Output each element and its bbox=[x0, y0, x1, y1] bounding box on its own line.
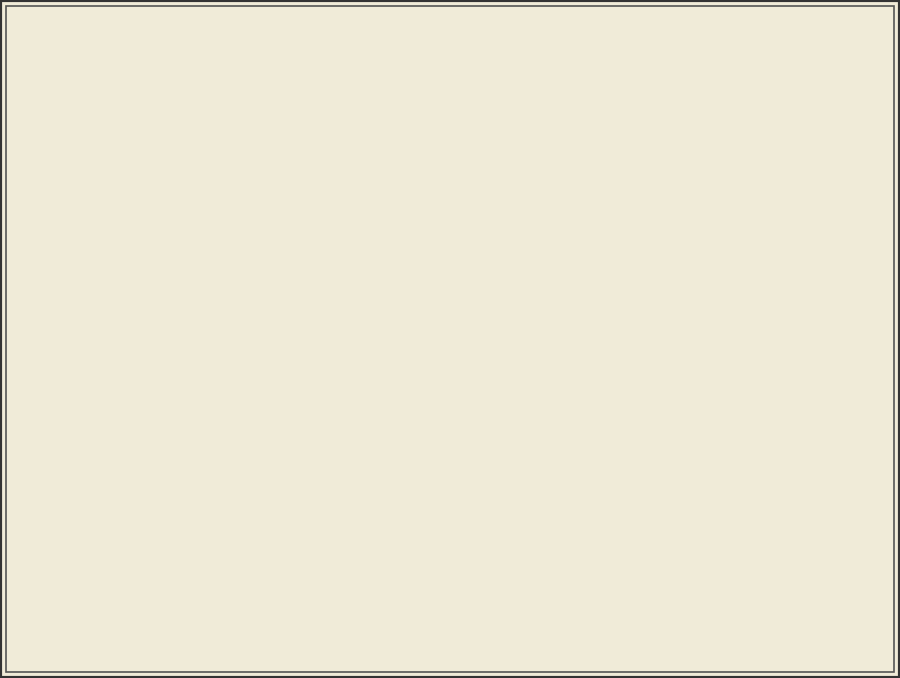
FancyBboxPatch shape bbox=[530, 273, 570, 303]
Text: Foreign population when 8% or more of inhabitants: Foreign population when 8% or more of in… bbox=[33, 169, 252, 177]
Text: NEW MEXICO: NEW MEXICO bbox=[217, 184, 273, 192]
FancyBboxPatch shape bbox=[12, 493, 32, 513]
Polygon shape bbox=[768, 178, 888, 664]
Text: V I R G I N I A: V I R G I N I A bbox=[695, 269, 745, 277]
Text: Parti-colored lines indicate 5% or more of each nationality represented: Parti-colored lines indicate 5% or more … bbox=[16, 51, 269, 59]
Text: T E N N E S S E E: T E N N E S S E E bbox=[588, 234, 652, 242]
Text: Nashville: Nashville bbox=[605, 234, 634, 239]
Text: L. ERIE: L. ERIE bbox=[686, 403, 710, 409]
FancyBboxPatch shape bbox=[620, 388, 650, 418]
Text: New York: New York bbox=[790, 379, 821, 384]
FancyBboxPatch shape bbox=[415, 303, 445, 333]
Polygon shape bbox=[760, 420, 872, 460]
Text: All other nationalities in cities: All other nationalities in cities bbox=[73, 41, 222, 49]
Text: 82°: 82° bbox=[750, 664, 762, 673]
FancyBboxPatch shape bbox=[750, 338, 780, 373]
Polygon shape bbox=[430, 22, 888, 213]
Text: 20°: 20° bbox=[0, 115, 7, 121]
Text: I: I bbox=[875, 256, 878, 264]
Text: G U L F   O F   M E X I C O: G U L F O F M E X I C O bbox=[489, 81, 661, 94]
Polygon shape bbox=[12, 490, 888, 664]
Text: 112°: 112° bbox=[190, 7, 208, 16]
FancyBboxPatch shape bbox=[848, 468, 888, 513]
Text: T: T bbox=[873, 346, 878, 354]
FancyBboxPatch shape bbox=[30, 60, 65, 73]
FancyBboxPatch shape bbox=[477, 338, 557, 383]
Text: K A N S A S: K A N S A S bbox=[315, 259, 361, 267]
Text: 35°: 35° bbox=[0, 405, 7, 411]
Text: Toledo: Toledo bbox=[560, 314, 580, 319]
Text: Circles around cities, outer ones show greater percentage than inner ones: Circles around cities, outer ones show g… bbox=[10, 39, 275, 47]
Text: 102°: 102° bbox=[376, 664, 394, 673]
Text: M E X I C O: M E X I C O bbox=[201, 104, 259, 113]
FancyBboxPatch shape bbox=[845, 418, 880, 468]
Text: 45°: 45° bbox=[895, 607, 900, 616]
Text: 87°: 87° bbox=[656, 7, 670, 16]
FancyBboxPatch shape bbox=[430, 318, 477, 358]
FancyBboxPatch shape bbox=[12, 22, 888, 664]
Polygon shape bbox=[665, 393, 732, 418]
Text: Kansas City: Kansas City bbox=[548, 246, 585, 251]
Text: U T A H: U T A H bbox=[137, 304, 167, 312]
Text: Louisville: Louisville bbox=[570, 214, 600, 219]
Text: Scandinavian: Scandinavian bbox=[73, 151, 140, 159]
Polygon shape bbox=[780, 306, 795, 338]
FancyBboxPatch shape bbox=[570, 338, 600, 368]
Text: F: F bbox=[15, 284, 21, 292]
Text: Irish: Irish bbox=[73, 85, 96, 94]
Polygon shape bbox=[635, 403, 688, 471]
FancyBboxPatch shape bbox=[385, 303, 415, 343]
FancyBboxPatch shape bbox=[840, 468, 870, 503]
Text: W Y O M I N G: W Y O M I N G bbox=[217, 344, 274, 352]
FancyBboxPatch shape bbox=[430, 403, 477, 443]
Text: I N D I A N A: I N D I A N A bbox=[595, 289, 645, 297]
Text: M I C H I G A N: M I C H I G A N bbox=[617, 444, 679, 452]
Text: 45°: 45° bbox=[0, 608, 7, 614]
Text: N E V A D A: N E V A D A bbox=[82, 344, 129, 352]
Text: N E B R A S K A: N E B R A S K A bbox=[307, 324, 369, 332]
Text: 40°: 40° bbox=[0, 510, 7, 516]
FancyBboxPatch shape bbox=[385, 413, 430, 443]
FancyBboxPatch shape bbox=[655, 318, 685, 348]
Text: 77°: 77° bbox=[842, 664, 855, 673]
FancyBboxPatch shape bbox=[30, 148, 65, 161]
Text: 30°: 30° bbox=[895, 298, 900, 308]
Polygon shape bbox=[570, 360, 618, 438]
Text: Natives of Great Britain: Natives of Great Britain bbox=[73, 106, 192, 115]
Text: D O M I N I O N   O F   C A N A D A: D O M I N I O N O F C A N A D A bbox=[274, 619, 426, 627]
Text: A: A bbox=[873, 310, 879, 318]
Text: I L L I N O I S: I L L I N O I S bbox=[498, 259, 552, 267]
Text: LAKE SUPERIOR: LAKE SUPERIOR bbox=[554, 464, 616, 472]
Text: Cincinnati: Cincinnati bbox=[640, 269, 672, 274]
Text: 117°: 117° bbox=[97, 7, 115, 16]
FancyBboxPatch shape bbox=[258, 458, 288, 483]
Text: Indianapolis: Indianapolis bbox=[640, 259, 679, 264]
Text: T E X A S: T E X A S bbox=[364, 129, 405, 137]
Text: O K L A H O M A: O K L A H O M A bbox=[400, 214, 460, 222]
Text: Providence: Providence bbox=[805, 392, 840, 397]
FancyBboxPatch shape bbox=[18, 298, 36, 318]
Polygon shape bbox=[595, 58, 755, 86]
FancyBboxPatch shape bbox=[280, 333, 300, 348]
Text: Washington: Washington bbox=[652, 304, 689, 309]
Text: I D A H O: I D A H O bbox=[131, 444, 168, 452]
Text: LAKE
HURON: LAKE HURON bbox=[645, 424, 670, 435]
Text: M I S S O U R I: M I S S O U R I bbox=[482, 234, 537, 242]
Text: P E N N S Y L V A N I A: P E N N S Y L V A N I A bbox=[694, 334, 778, 342]
Text: Chicago: Chicago bbox=[568, 274, 594, 279]
FancyBboxPatch shape bbox=[30, 127, 65, 140]
Text: New Orleans: New Orleans bbox=[580, 204, 621, 209]
Text: Milwaukee: Milwaukee bbox=[540, 299, 574, 304]
FancyBboxPatch shape bbox=[14, 475, 46, 503]
Text: W A S H I N G T O N: W A S H I N G T O N bbox=[14, 459, 95, 467]
FancyBboxPatch shape bbox=[600, 353, 635, 383]
Text: I O W A: I O W A bbox=[437, 284, 467, 292]
Text: 107°: 107° bbox=[283, 7, 302, 16]
FancyBboxPatch shape bbox=[540, 248, 570, 273]
Text: A R I Z O N A: A R I Z O N A bbox=[126, 244, 178, 252]
Text: M I N N E S O T A: M I N N E S O T A bbox=[417, 434, 488, 442]
Text: C  A  N  A  D  A: C A N A D A bbox=[454, 572, 546, 584]
FancyBboxPatch shape bbox=[385, 343, 415, 383]
FancyBboxPatch shape bbox=[430, 253, 470, 278]
